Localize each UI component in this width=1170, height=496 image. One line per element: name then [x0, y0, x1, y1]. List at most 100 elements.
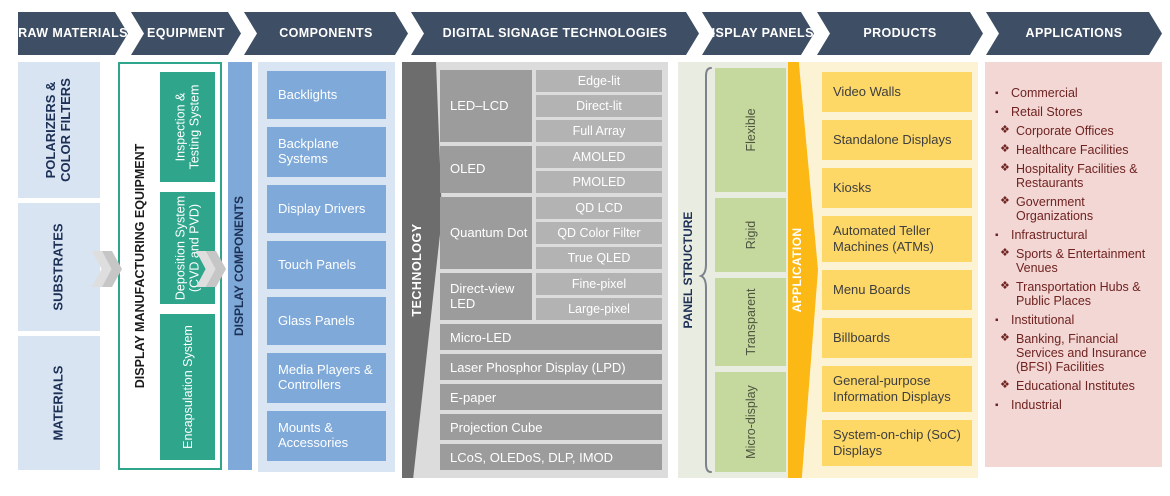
tech-sub-large-pixel: Large-pixel	[536, 298, 662, 320]
application-item: ❖ Banking, Financial Services and Insuran…	[1000, 332, 1147, 374]
tech-group-quantum-dot: Quantum Dot QD LCD QD Color Filter True …	[440, 197, 662, 269]
header-step-applications: APPLICATIONS	[986, 12, 1162, 55]
header-step-label: DIGITAL SIGNAGE TECHNOLOGIES	[442, 26, 668, 41]
product-kiosks: Kiosks	[822, 168, 972, 208]
tech-category: LED–LCD	[440, 70, 532, 142]
header-step-digital-signage-technologies: DIGITAL SIGNAGE TECHNOLOGIES	[411, 12, 699, 55]
header-step-label: COMPONENTS	[279, 26, 373, 41]
component-media-players-controllers: Media Players & Controllers	[267, 353, 386, 403]
square-bullet-icon: ▪	[995, 107, 999, 118]
component-display-drivers: Display Drivers	[267, 185, 386, 233]
panel-rigid: Rigid	[715, 198, 786, 272]
product-video-walls: Video Walls	[822, 72, 972, 112]
application-item: ▪ Commercial	[995, 86, 1078, 100]
tech-group-direct-view-led: Direct-view LED Fine-pixel Large-pixel	[440, 273, 662, 320]
tech-sub-amoled: AMOLED	[536, 146, 662, 168]
products-column: Video Walls Standalone Displays Kiosks A…	[788, 62, 978, 478]
diamond-bullet-icon: ❖	[1000, 162, 1010, 174]
product-atms: Automated Teller Machines (ATMs)	[822, 216, 972, 262]
tech-sub-true-qled: True QLED	[536, 247, 662, 269]
tech-group-oled: OLED AMOLED PMOLED	[440, 146, 662, 193]
header-step-label: DISPLAY PANELS	[702, 26, 814, 41]
panel-transparent: Transparent	[715, 278, 786, 366]
tech-category: Direct-view LED	[440, 273, 532, 320]
application-arrow-title: APPLICATION	[790, 227, 805, 313]
header-step-products: PRODUCTS	[817, 12, 983, 55]
diamond-bullet-icon: ❖	[1000, 143, 1010, 155]
tech-sub-full-array: Full Array	[536, 120, 662, 142]
diamond-bullet-icon: ❖	[1000, 280, 1010, 292]
equipment-deposition-system: Deposition System (CVD and PVD)	[160, 192, 215, 304]
header-step-raw-materials: RAW MATERIALS	[18, 12, 128, 55]
components-column-title: DISPLAY COMPONENTS	[228, 62, 252, 470]
component-glass-panels: Glass Panels	[267, 297, 386, 345]
square-bullet-icon: ▪	[995, 315, 999, 326]
panel-flexible: Flexible	[715, 68, 786, 192]
header-step-label: EQUIPMENT	[147, 26, 225, 41]
diamond-bullet-icon: ❖	[1000, 247, 1010, 259]
equipment-column-title: DISPLAY MANUFACTURING EQUIPMENT	[132, 143, 147, 389]
application-item: ❖ Hospitality Facilities & Restaurants	[1000, 162, 1138, 190]
header-step-label: APPLICATIONS	[1025, 26, 1123, 41]
application-item: ❖ Corporate Offices	[1000, 124, 1114, 138]
flow-arrow-icon	[196, 251, 228, 287]
tech-sub-pmoled: PMOLED	[536, 171, 662, 193]
technologies-column-title: TECHNOLOGY	[409, 223, 424, 317]
tech-lcos-oledos-dlp-imod: LCoS, OLEDoS, DLP, IMOD	[440, 444, 662, 470]
raw-materials-column: POLARIZERS & COLOR FILTERS SUBSTRATES MA…	[18, 62, 100, 470]
component-touch-panels: Touch Panels	[267, 241, 386, 289]
header-step-equipment: EQUIPMENT	[131, 12, 241, 55]
components-column: Backlights Backplane Systems Display Dri…	[258, 62, 395, 472]
tech-category: Quantum Dot	[440, 197, 532, 269]
diamond-bullet-icon: ❖	[1000, 195, 1010, 207]
equipment-inspection-testing-system: Inspection & Testing System	[160, 72, 215, 182]
tech-sub-direct-lit: Direct-lit	[536, 95, 662, 117]
component-backlights: Backlights	[267, 71, 386, 119]
flow-arrow-icon	[92, 251, 124, 287]
header-step-display-panels: DISPLAY PANELS	[702, 12, 814, 55]
product-general-purpose-information-displays: General-purpose Information Displays	[822, 366, 972, 412]
panel-micro-display: Micro-display	[715, 372, 786, 472]
raw-material-polarizers-color-filters: POLARIZERS & COLOR FILTERS	[18, 62, 100, 198]
tech-micro-led: Micro-LED	[440, 324, 662, 350]
tech-e-paper: E-paper	[440, 384, 662, 410]
technologies-column: TECHNOLOGY LED–LCD Edge-lit Direct-lit F…	[402, 62, 668, 478]
header-step-label: PRODUCTS	[863, 26, 937, 41]
applications-column: ▪ Commercial ▪ Retail Stores ❖ Corporate Of…	[985, 62, 1162, 467]
application-item: ❖ Sports & Entertainment Venues	[1000, 247, 1146, 275]
header-step-components: COMPONENTS	[244, 12, 408, 55]
tech-category: OLED	[440, 146, 532, 193]
panel-structure-title: PANEL STRUCTURE	[681, 211, 696, 329]
application-item: ❖ Healthcare Facilities	[1000, 143, 1129, 157]
product-billboards: Billboards	[822, 318, 972, 358]
square-bullet-icon: ▪	[995, 88, 999, 99]
tech-laser-phosphor-display: Laser Phosphor Display (LPD)	[440, 354, 662, 380]
component-mounts-accessories: Mounts & Accessories	[267, 411, 386, 461]
application-item: ▪ Infrastructural	[995, 228, 1088, 242]
application-item: ▪ Institutional	[995, 313, 1075, 327]
application-item: ▪ Retail Stores	[995, 105, 1083, 119]
diamond-bullet-icon: ❖	[1000, 124, 1010, 136]
component-backplane-systems: Backplane Systems	[267, 127, 386, 177]
product-soc-displays: System-on-chip (SoC) Displays	[822, 420, 972, 466]
product-standalone-displays: Standalone Displays	[822, 120, 972, 160]
display-panels-column: PANEL STRUCTURE Flexible Rigid Transpare…	[678, 62, 788, 478]
square-bullet-icon: ▪	[995, 230, 999, 241]
square-bullet-icon: ▪	[995, 400, 999, 411]
application-item: ❖ Government Organizations	[1000, 195, 1094, 223]
application-item: ❖ Educational Institutes	[1000, 379, 1135, 393]
product-menu-boards: Menu Boards	[822, 270, 972, 310]
equipment-encapsulation-system: Encapsulation System	[160, 314, 215, 460]
tech-projection-cube: Projection Cube	[440, 414, 662, 440]
diamond-bullet-icon: ❖	[1000, 379, 1010, 391]
tech-sub-qd-color-filter: QD Color Filter	[536, 222, 662, 244]
tech-sub-qd-lcd: QD LCD	[536, 197, 662, 219]
tech-sub-edge-lit: Edge-lit	[536, 70, 662, 92]
diamond-bullet-icon: ❖	[1000, 332, 1010, 344]
raw-material-substrates: SUBSTRATES	[18, 203, 100, 331]
application-item: ▪ Industrial	[995, 398, 1062, 412]
brace-icon	[698, 66, 713, 474]
header-step-label: RAW MATERIALS	[18, 26, 128, 41]
raw-material-materials: MATERIALS	[18, 336, 100, 470]
